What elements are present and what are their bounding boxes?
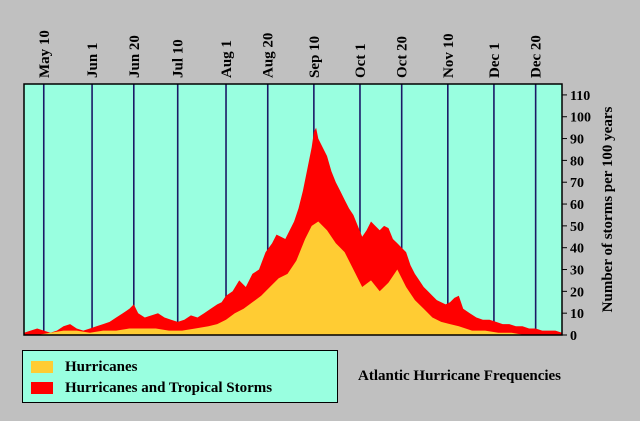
legend-label-hurricanes: Hurricanes (65, 358, 138, 375)
x-tick-label-jun-1: Jun 1 (85, 43, 101, 78)
plot-frame (23, 83, 563, 336)
y-axis-title: Number of storms per 100 years (600, 107, 616, 313)
x-tick-label-jun-20: Jun 20 (127, 35, 143, 78)
x-tick-label-oct-1: Oct 1 (353, 43, 369, 78)
legend-label-hurricanes-and-tropical-storms: Hurricanes and Tropical Storms (65, 379, 273, 396)
y-tick-label-110: 110 (570, 89, 590, 104)
x-tick-label-dec-20: Dec 20 (529, 35, 545, 78)
y-tick-label-40: 40 (570, 242, 584, 257)
y-tick-label-70: 70 (570, 176, 584, 191)
x-tick-label-may-10: May 10 (37, 30, 53, 78)
legend: Hurricanes Hurricanes and Tropical Storm… (22, 350, 338, 403)
x-tick-label-oct-20: Oct 20 (395, 36, 411, 78)
legend-entry-hurricanes-and-tropical-storms: Hurricanes and Tropical Storms (31, 378, 272, 398)
y-tick-label-50: 50 (570, 220, 584, 235)
x-tick-label-sep-10: Sep 10 (307, 36, 323, 78)
legend-swatch-hurricanes-and-tropical-storms (31, 382, 53, 394)
y-tick-label-10: 10 (570, 307, 584, 322)
x-tick-label-jul-10: Jul 10 (171, 39, 187, 78)
y-tick-label-100: 100 (570, 111, 591, 126)
y-tick-label-90: 90 (570, 133, 584, 148)
series-area-hurricanes (24, 221, 562, 335)
legend-swatch-hurricanes (31, 361, 53, 373)
chart-title: Atlantic Hurricane Frequencies (358, 368, 562, 384)
x-tick-label-aug-1: Aug 1 (219, 40, 235, 78)
x-tick-label-aug-20: Aug 20 (261, 33, 277, 78)
x-tick-label-dec-1: Dec 1 (487, 43, 503, 78)
y-tick-label-30: 30 (570, 264, 584, 279)
x-tick-label-nov-10: Nov 10 (441, 33, 457, 78)
y-tick-label-80: 80 (570, 154, 584, 169)
y-tick-label-0: 0 (570, 329, 577, 344)
series-area-hurricanes-and-tropical-storms (24, 127, 562, 335)
y-tick-label-60: 60 (570, 198, 584, 213)
y-tick-label-20: 20 (570, 285, 584, 300)
legend-entry-hurricanes: Hurricanes (31, 357, 138, 377)
